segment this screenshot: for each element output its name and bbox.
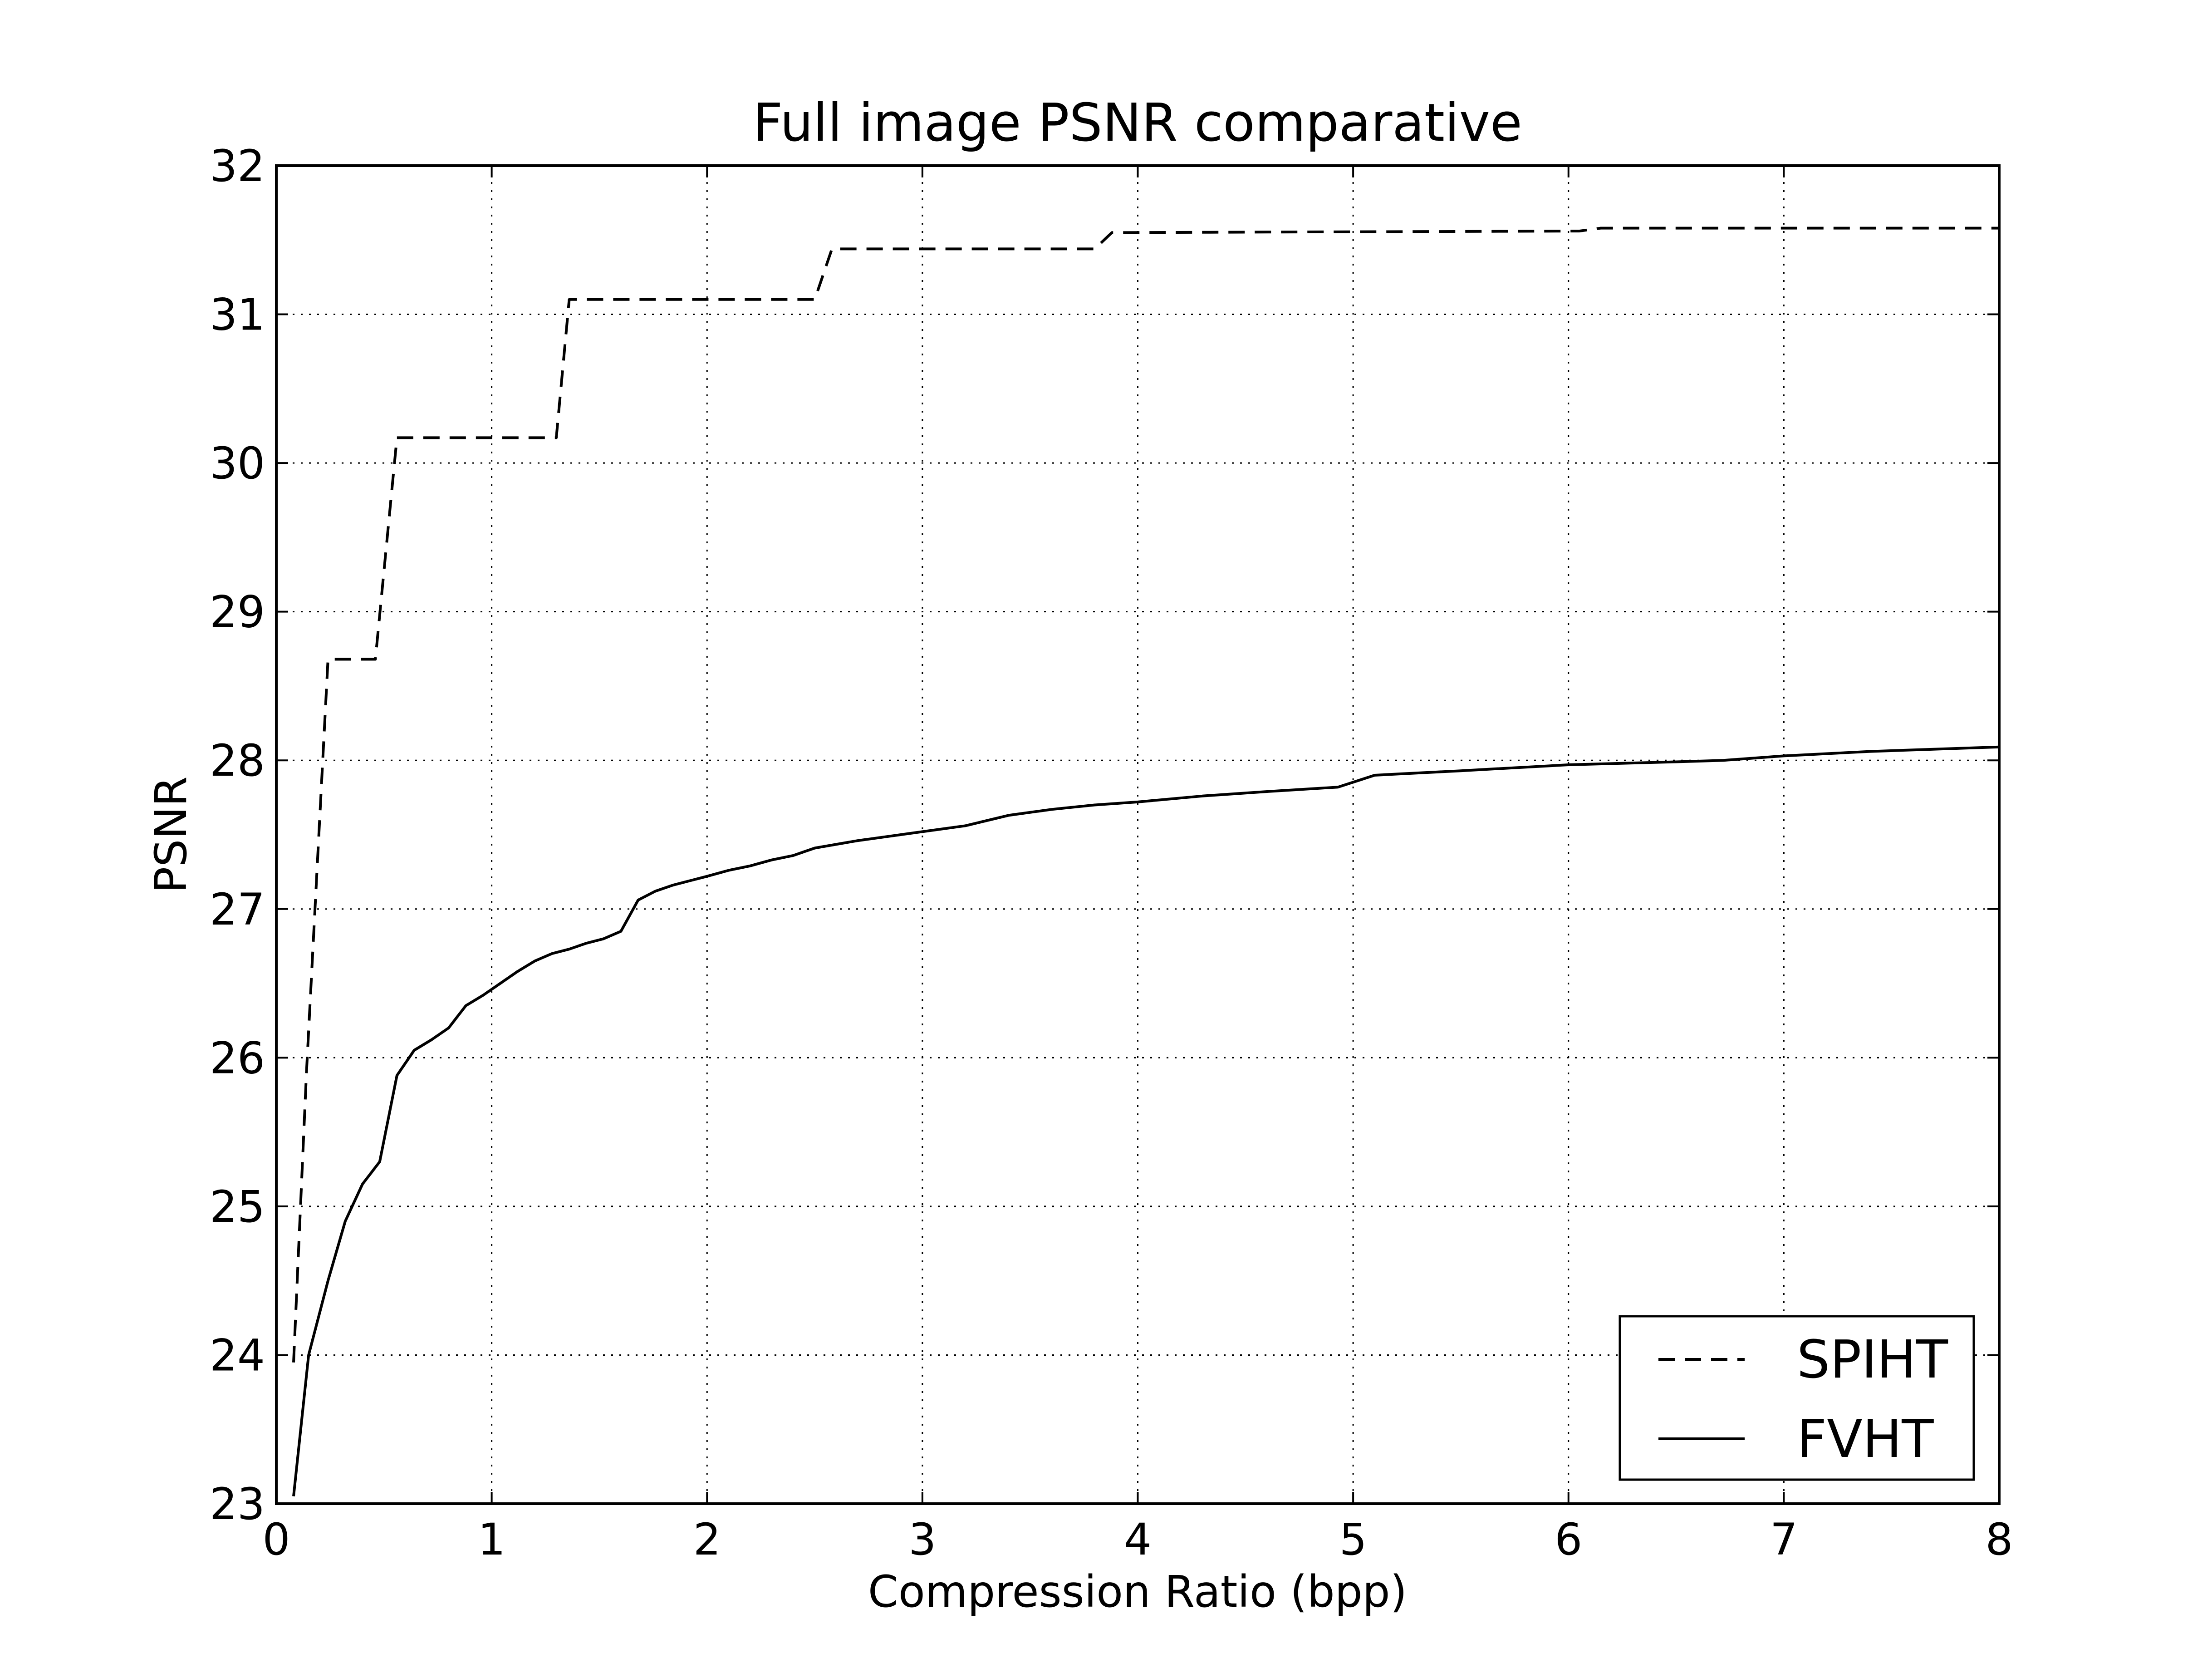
x-tick-label: 1 (478, 1514, 505, 1565)
y-tick-label: 26 (210, 1033, 265, 1083)
series-line-fvht (292, 745, 2000, 1496)
y-tick-label: 23 (210, 1479, 265, 1530)
y-tick-label: 28 (210, 735, 265, 786)
x-tick-label: 4 (1124, 1514, 1152, 1565)
x-axis-label: Compression Ratio (bpp) (868, 1566, 1407, 1617)
grid-lines (276, 166, 1999, 1504)
y-tick-label: 31 (210, 290, 265, 340)
y-axis-label: PSNR (146, 776, 196, 893)
y-tick-label: 32 (210, 141, 265, 192)
x-tick-label: 8 (1985, 1514, 2013, 1565)
y-tick-label: 24 (210, 1330, 265, 1381)
series-line-spiht (292, 226, 1999, 1363)
y-tick-label: 25 (210, 1181, 265, 1232)
legend-label-spiht: SPIHT (1797, 1329, 1948, 1390)
x-tick-label: 2 (693, 1514, 721, 1565)
x-tick-label: 5 (1339, 1514, 1367, 1565)
y-tick-label: 27 (210, 884, 265, 935)
legend-label-fvht: FVHT (1797, 1409, 1934, 1470)
x-tick-label: 3 (908, 1514, 936, 1565)
chart-title: Full image PSNR comparative (753, 93, 1522, 153)
y-tick-label: 29 (210, 587, 265, 638)
x-tick-label: 7 (1770, 1514, 1798, 1565)
y-tick-label: 30 (210, 438, 265, 489)
legend: SPIHT FVHT (1619, 1315, 1975, 1481)
legend-box (1619, 1315, 1975, 1481)
x-tick-label: 0 (262, 1514, 290, 1565)
series-layer (292, 226, 2000, 1496)
x-tick-label: 6 (1555, 1514, 1582, 1565)
